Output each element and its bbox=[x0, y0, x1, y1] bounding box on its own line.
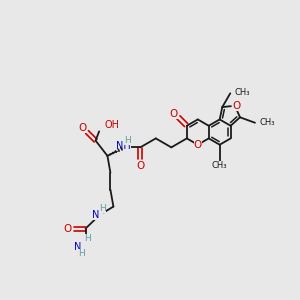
Text: N: N bbox=[74, 242, 82, 252]
Text: H: H bbox=[78, 249, 85, 258]
Text: OH: OH bbox=[104, 120, 119, 130]
Text: H: H bbox=[99, 204, 106, 213]
Text: NH: NH bbox=[116, 141, 131, 152]
Text: H: H bbox=[84, 234, 91, 243]
Text: CH₃: CH₃ bbox=[260, 118, 275, 127]
Text: H: H bbox=[124, 136, 131, 145]
Text: O: O bbox=[136, 161, 144, 171]
Text: O: O bbox=[64, 224, 72, 234]
Text: CH₃: CH₃ bbox=[212, 161, 227, 170]
Text: O: O bbox=[170, 109, 178, 119]
Text: O: O bbox=[79, 123, 87, 133]
Text: O: O bbox=[233, 101, 241, 111]
Text: O: O bbox=[194, 140, 202, 150]
Text: N: N bbox=[92, 210, 100, 220]
Text: CH₃: CH₃ bbox=[234, 88, 250, 97]
